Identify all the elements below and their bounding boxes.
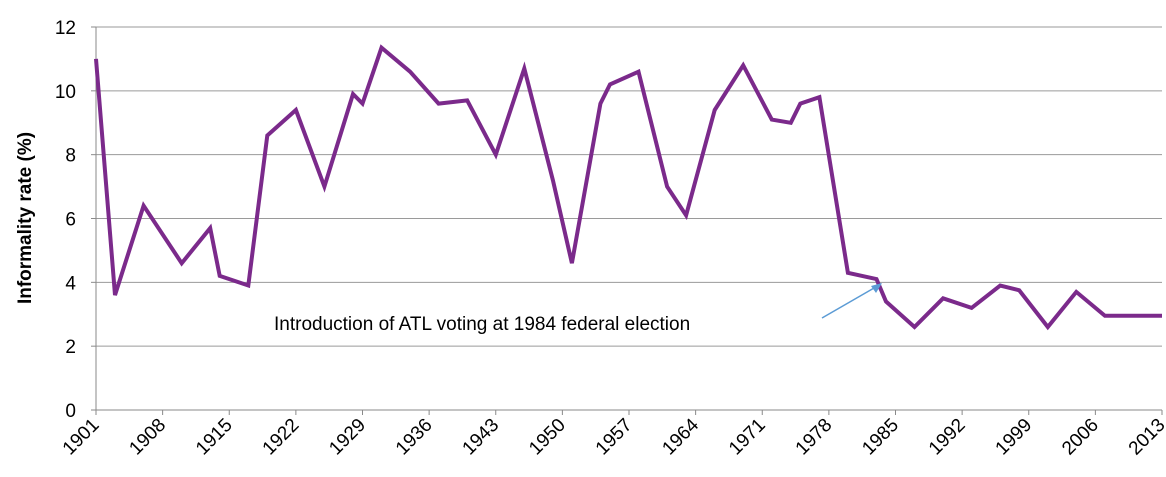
y-tick-label: 10 <box>55 82 76 103</box>
annotation: Introduction of ATL voting at 1984 feder… <box>274 283 882 335</box>
x-tick-label: 1999 <box>992 415 1037 460</box>
x-tick-label: 1943 <box>459 415 504 460</box>
y-tick-label: 12 <box>55 18 76 39</box>
x-tick-label: 1915 <box>192 415 237 460</box>
y-tick-label: 8 <box>65 146 76 167</box>
y-tick-labels: 0 2 4 6 8 10 12 <box>55 18 77 422</box>
x-tick-label: 1922 <box>259 415 304 460</box>
x-tick-label: 1957 <box>592 415 637 460</box>
x-tick-label: 1978 <box>792 415 837 460</box>
x-tick-label: 1950 <box>525 415 570 460</box>
x-tick-labels: 1901 1908 1915 1922 1929 1936 1943 1950 1957 1964… <box>59 414 1166 459</box>
x-tick-label: 2013 <box>1125 415 1166 460</box>
y-tick-label: 6 <box>65 210 76 231</box>
x-tick-label: 1985 <box>858 415 903 460</box>
x-tick-label: 1971 <box>725 415 770 460</box>
x-tick-label: 1908 <box>125 415 170 460</box>
x-tick-label: 1936 <box>392 415 437 460</box>
y-tick-label: 2 <box>65 337 76 358</box>
x-tick-label: 1992 <box>925 415 970 460</box>
y-tick-label: 4 <box>65 273 76 294</box>
annotation-text: Introduction of ATL voting at 1984 feder… <box>274 314 690 335</box>
x-tick-label: 2006 <box>1058 415 1103 460</box>
x-tick-label: 1964 <box>658 414 703 459</box>
y-tick-label: 0 <box>65 401 76 422</box>
x-tick-label: 1929 <box>325 415 370 460</box>
series-group <box>94 44 1162 331</box>
annotation-arrow <box>821 283 882 319</box>
axes <box>91 26 1163 415</box>
y-axis-label: Informality rate (%) <box>15 132 36 304</box>
annotation-arrowhead <box>871 283 882 293</box>
gridlines <box>96 26 1162 347</box>
series-line <box>94 44 1162 331</box>
